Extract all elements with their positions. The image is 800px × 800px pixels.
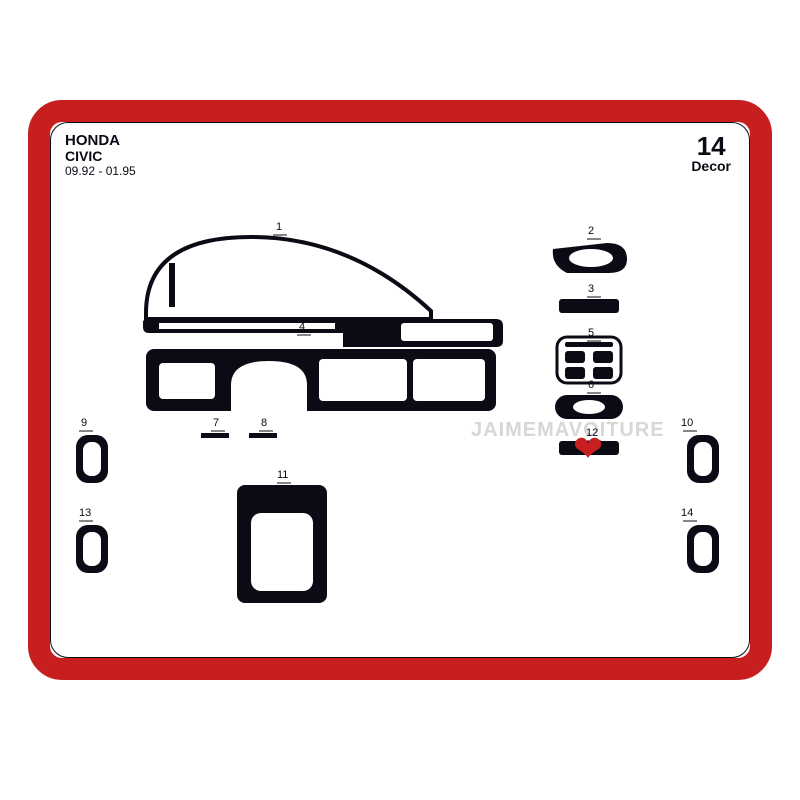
label-12: 12 bbox=[586, 427, 598, 439]
label-14: 14 bbox=[681, 507, 693, 519]
label-13: 13 bbox=[79, 507, 91, 519]
part-2-shape bbox=[553, 243, 627, 273]
part-3-shape bbox=[559, 299, 619, 313]
label-4: 4 bbox=[299, 321, 305, 333]
label-11: 11 bbox=[277, 469, 288, 481]
part-1-shape bbox=[143, 237, 503, 347]
part-11-shape bbox=[237, 485, 327, 603]
label-9: 9 bbox=[81, 417, 87, 429]
part-shapes bbox=[51, 123, 751, 659]
label-7: 7 bbox=[213, 417, 219, 429]
label-5: 5 bbox=[588, 327, 594, 339]
part-8-shape bbox=[249, 433, 277, 438]
label-10: 10 bbox=[681, 417, 693, 429]
part-7-shape bbox=[201, 433, 229, 438]
label-8: 8 bbox=[261, 417, 267, 429]
label-2: 2 bbox=[588, 225, 594, 237]
part-13-shape bbox=[76, 525, 108, 573]
label-6: 6 bbox=[588, 379, 594, 391]
label-1: 1 bbox=[276, 221, 282, 233]
inner-area: HONDA CIVIC 09.92 - 01.95 14 Decor JAIME… bbox=[50, 122, 750, 658]
diagram-stage: HONDA CIVIC 09.92 - 01.95 14 Decor JAIME… bbox=[0, 0, 800, 800]
part-9-shape bbox=[76, 435, 108, 483]
part-10-shape bbox=[687, 435, 719, 483]
label-3: 3 bbox=[588, 283, 594, 295]
part-14-shape bbox=[687, 525, 719, 573]
part-4-shape bbox=[146, 349, 496, 411]
part-5-shape bbox=[557, 337, 621, 383]
part-6-shape bbox=[555, 395, 623, 419]
